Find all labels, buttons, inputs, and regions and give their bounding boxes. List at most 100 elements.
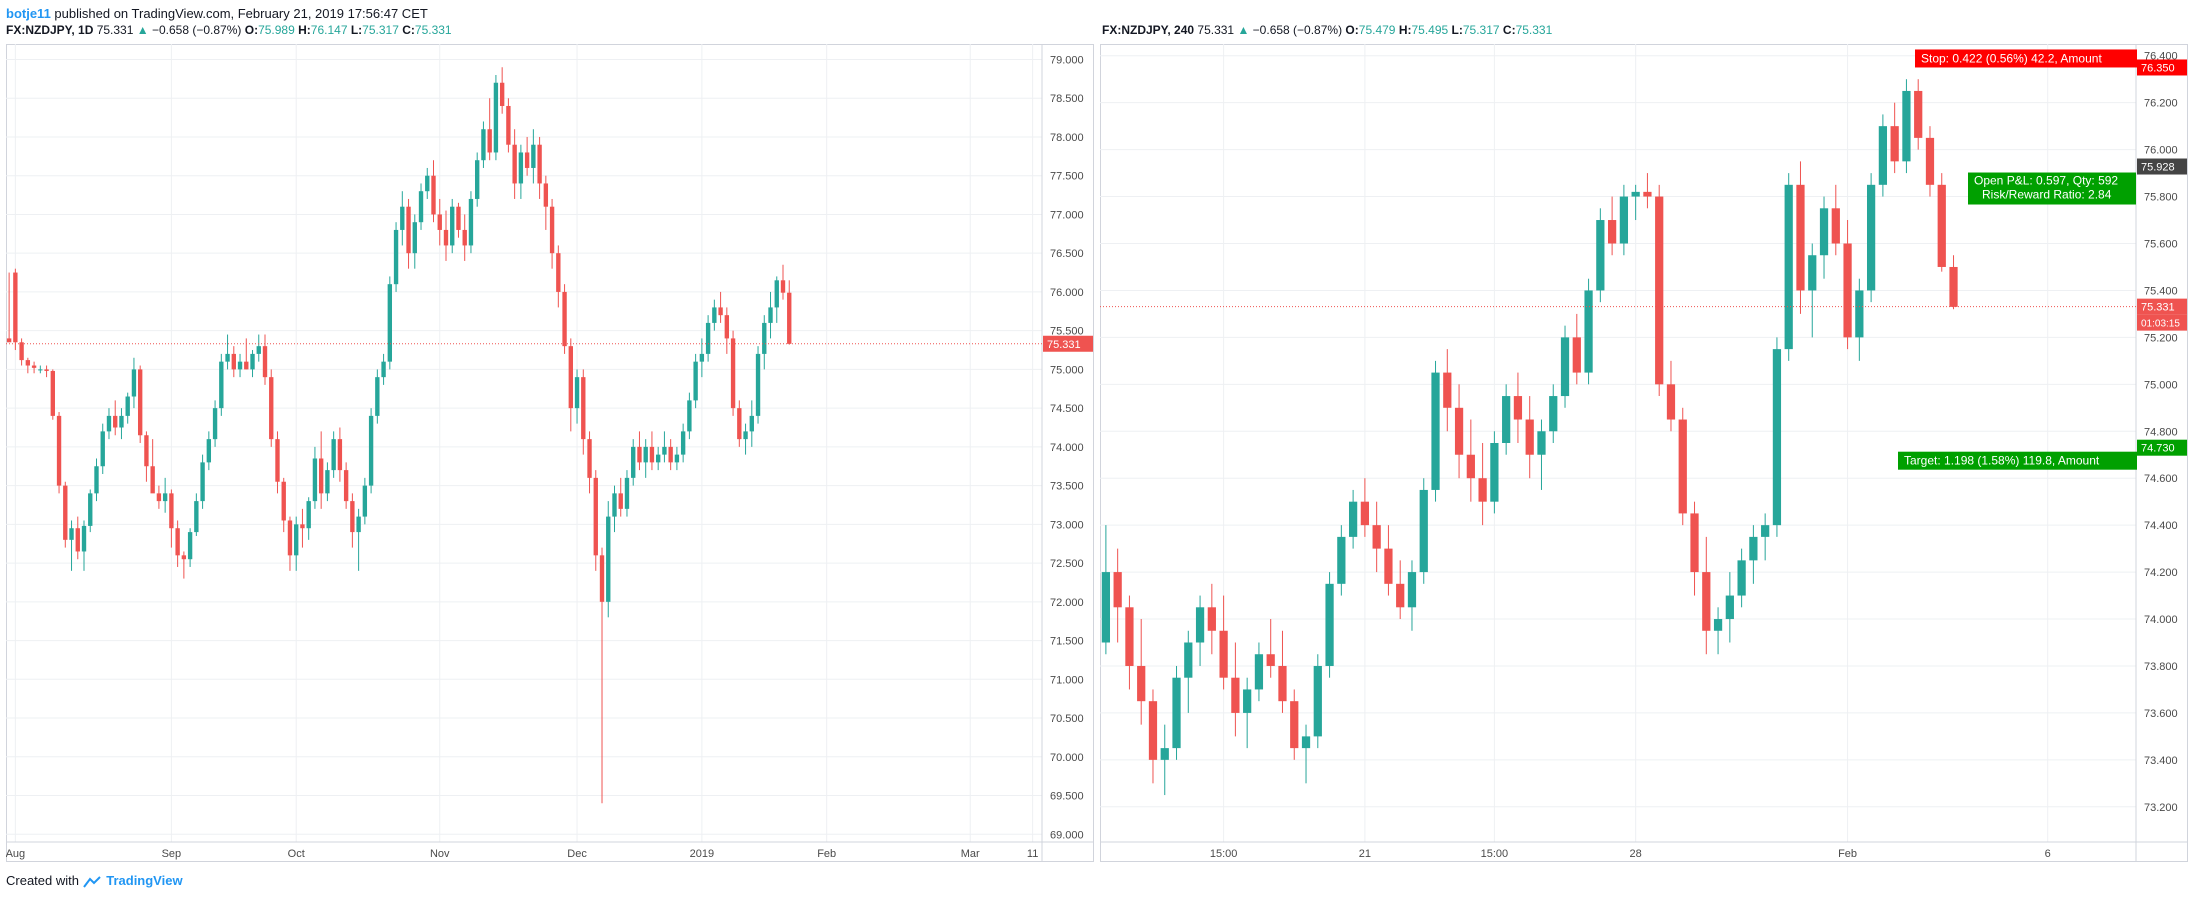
candle-body — [1737, 560, 1746, 596]
y-tick-label: 71.000 — [1050, 674, 1084, 686]
candle-body — [256, 346, 261, 354]
target-price-axis-label: 74.730 — [2141, 443, 2175, 455]
candle-body — [631, 446, 636, 478]
candle-body — [687, 400, 692, 432]
candle-body — [1195, 607, 1205, 643]
candle-body — [106, 415, 112, 432]
candle-body — [518, 152, 524, 184]
candle-body — [318, 458, 324, 494]
candle-body — [1690, 513, 1699, 573]
candle-body — [1725, 595, 1734, 620]
x-tick-label: 28 — [1630, 848, 1642, 860]
y-tick-label: 72.000 — [1050, 597, 1084, 609]
candle-body — [150, 466, 155, 494]
created-with-text: Created with — [6, 873, 79, 888]
author-link[interactable]: botje11 — [6, 6, 51, 21]
candle-body — [19, 342, 24, 361]
candle-body — [131, 369, 137, 397]
candle-body — [81, 525, 87, 552]
candle-body — [749, 415, 754, 432]
candle-body — [25, 360, 31, 366]
candle-body — [1902, 90, 1911, 162]
x-tick-label: Dec — [567, 848, 587, 860]
candle-body — [331, 439, 336, 471]
candle-body — [412, 222, 417, 254]
candle-body — [618, 493, 623, 509]
candle-body — [1914, 90, 1923, 138]
candle-body — [1655, 196, 1664, 385]
daily-candlestick-chart[interactable]: 79.000 78.500 78.000 77.500 77.000 76.500 76.0… — [6, 44, 1094, 862]
candle-body — [1949, 266, 1958, 307]
candle-body — [612, 493, 617, 517]
candle-body — [743, 431, 748, 440]
right-open: 75.479 — [1358, 23, 1396, 37]
y-tick-label: 76.000 — [2144, 145, 2178, 157]
candle-body — [443, 229, 449, 246]
candle-body — [300, 524, 305, 529]
stop-label: Stop: 0.422 (0.56%) 42.2, Amount — [1921, 51, 2102, 65]
candle-body — [724, 315, 730, 339]
y-tick-label: 74.200 — [2144, 567, 2178, 579]
candle-body — [1537, 431, 1546, 455]
stop-price-axis-label: 76.350 — [2141, 62, 2175, 74]
y-tick-label: 76.200 — [2144, 98, 2178, 110]
candle-body — [418, 191, 424, 223]
candle-body — [1137, 665, 1146, 702]
candle-body — [1207, 607, 1216, 631]
candle-body — [194, 501, 199, 533]
candle-body — [568, 346, 573, 409]
candle-body — [506, 105, 511, 145]
y-tick-label: 74.600 — [2144, 473, 2178, 485]
y-tick-label: 77.500 — [1050, 171, 1084, 183]
y-tick-label: 75.200 — [2144, 332, 2178, 344]
candle-body — [350, 501, 355, 533]
candle-body — [337, 439, 343, 471]
candle-body — [244, 361, 249, 370]
candle-body — [674, 454, 680, 463]
tradingview-brand[interactable]: TradingView — [106, 873, 183, 888]
candle-body — [69, 528, 74, 540]
y-tick-label: 73.000 — [1050, 519, 1084, 531]
candle-body — [1490, 443, 1499, 502]
candle-body — [1678, 419, 1687, 514]
candle-body — [312, 458, 318, 502]
right-interval: 240 — [1174, 23, 1195, 37]
y-tick-label: 73.400 — [2144, 755, 2178, 767]
candle-body — [1278, 665, 1287, 702]
candle-body — [1796, 184, 1805, 291]
y-tick-label: 70.000 — [1050, 752, 1084, 764]
candle-body — [1784, 184, 1793, 350]
candle-body — [737, 408, 742, 440]
candle-body — [1878, 126, 1888, 185]
candle-body — [287, 520, 293, 556]
left-symbol[interactable]: FX:NZDJPY — [6, 23, 72, 37]
candle-body — [31, 365, 37, 368]
candle-body — [593, 477, 598, 556]
candle-body — [88, 493, 93, 526]
y-tick-label: 74.400 — [2144, 520, 2178, 532]
candle-body — [1843, 243, 1852, 338]
x-tick-label: Oct — [288, 848, 305, 860]
candle-body — [499, 82, 505, 106]
candle-body — [1666, 384, 1676, 420]
h4-candlestick-chart[interactable]: 76.40076.20076.00075.80075.60075.40075.2… — [1100, 44, 2188, 862]
candle-body — [162, 493, 168, 502]
candle-body — [187, 532, 193, 560]
candle-body — [712, 307, 717, 323]
candle-body — [606, 516, 611, 602]
candle-body — [493, 82, 499, 153]
candle-body — [437, 214, 442, 230]
chart-frame — [6, 44, 1094, 862]
candle-body — [156, 493, 162, 502]
tradingview-logo-icon — [82, 875, 101, 888]
candle-body — [262, 346, 268, 378]
candle-body — [1172, 677, 1181, 749]
candle-body — [468, 198, 474, 246]
candle-body — [200, 462, 205, 502]
candle-body — [1443, 372, 1452, 408]
candle-body — [1549, 396, 1558, 432]
candle-body — [343, 470, 349, 502]
pnl-label: Open P&L: 0.597, Qty: 592 — [1974, 174, 2118, 188]
right-symbol[interactable]: FX:NZDJPY — [1102, 23, 1168, 37]
left-ohlc-legend: FX:NZDJPY, 1D 75.331 ▲ −0.658 (−0.87%) O… — [6, 23, 452, 37]
